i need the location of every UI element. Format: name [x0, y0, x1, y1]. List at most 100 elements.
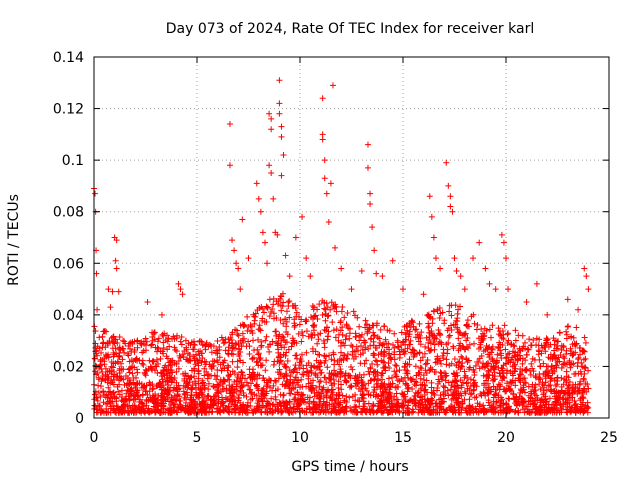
data-point-baseline [99, 368, 106, 375]
data-point [470, 255, 477, 262]
data-point-baseline [108, 335, 115, 342]
data-point-baseline [395, 400, 402, 407]
data-point-baseline [558, 383, 565, 390]
data-point-baseline [555, 389, 562, 396]
data-point-baseline [434, 402, 441, 409]
data-point-baseline [293, 352, 300, 359]
data-point-baseline [264, 409, 271, 416]
data-point-baseline [174, 403, 181, 410]
data-point-baseline [578, 401, 585, 408]
data-point-baseline [490, 358, 497, 365]
data-point-baseline [293, 340, 300, 347]
data-point-baseline [256, 326, 263, 333]
data-point-baseline [508, 356, 515, 363]
data-point-baseline [466, 323, 473, 330]
data-point-baseline [346, 335, 353, 342]
data-point-baseline [491, 409, 498, 416]
data-point [364, 164, 371, 171]
data-point-baseline [450, 370, 457, 377]
data-point-baseline [549, 355, 556, 362]
data-point-baseline [298, 338, 305, 345]
data-point-baseline [451, 384, 458, 391]
data-point-baseline [371, 368, 378, 375]
data-point [229, 237, 236, 244]
data-point-baseline [218, 388, 225, 395]
data-point-baseline [469, 403, 476, 410]
data-point-baseline [243, 343, 250, 350]
x-tick-label: 20 [497, 430, 515, 446]
data-point-baseline [421, 350, 428, 357]
x-tick-label: 10 [291, 430, 309, 446]
data-point-baseline [344, 351, 351, 358]
data-point-baseline [313, 357, 320, 364]
data-point-baseline [277, 403, 284, 410]
data-point-baseline [517, 372, 524, 379]
data-point-baseline [565, 390, 572, 397]
data-point-baseline [122, 397, 129, 404]
data-point-baseline [419, 409, 426, 416]
data-point-baseline [184, 392, 191, 399]
data-point-baseline [514, 356, 521, 363]
data-point [505, 286, 512, 293]
data-point-baseline [437, 369, 444, 376]
data-point-baseline [545, 401, 552, 408]
data-point-baseline [471, 394, 478, 401]
data-point-baseline [245, 382, 252, 389]
data-point-baseline [569, 381, 576, 388]
data-point-baseline [456, 358, 463, 365]
data-point-baseline [497, 347, 504, 354]
data-point-baseline [201, 405, 208, 412]
data-point-baseline [285, 409, 292, 416]
data-point-baseline [263, 333, 270, 340]
data-points [91, 77, 592, 416]
data-point-baseline [569, 352, 576, 359]
data-point-baseline [335, 337, 342, 344]
data-point-baseline [292, 384, 299, 391]
data-point-baseline [363, 387, 370, 394]
data-point-baseline [378, 370, 385, 377]
data-point-baseline [246, 366, 253, 373]
data-point-baseline [502, 346, 509, 353]
data-point-baseline [124, 386, 131, 393]
data-point-baseline [525, 346, 532, 353]
data-point-baseline [330, 403, 337, 410]
data-point-baseline [391, 368, 398, 375]
data-point-baseline [173, 348, 180, 355]
data-point-baseline [350, 308, 357, 315]
data-point [323, 190, 330, 197]
data-point-baseline [375, 351, 382, 358]
y-axis-label: ROTI / TECUs [6, 194, 22, 286]
data-point [338, 265, 345, 272]
data-point-baseline [312, 372, 319, 379]
data-point-baseline [267, 384, 274, 391]
data-point-baseline [308, 364, 315, 371]
data-point-baseline [543, 363, 550, 370]
data-point-baseline [228, 393, 235, 400]
data-point-baseline [566, 384, 573, 391]
data-point-baseline [244, 409, 251, 416]
data-point-baseline [480, 348, 487, 355]
data-point [564, 296, 571, 303]
data-point-baseline [506, 350, 513, 357]
data-point [264, 260, 271, 267]
data-point-baseline [186, 352, 193, 359]
data-point-baseline [220, 385, 227, 392]
data-point-baseline [297, 361, 304, 368]
data-point-baseline [220, 340, 227, 347]
data-point-baseline [445, 333, 452, 340]
data-point [486, 280, 493, 287]
data-point-baseline [173, 379, 180, 386]
data-point-baseline [186, 375, 193, 382]
data-point-baseline [499, 373, 506, 380]
data-point-baseline [548, 388, 555, 395]
data-point-baseline [398, 403, 405, 410]
data-point-baseline [359, 331, 366, 338]
data-point-baseline [299, 351, 306, 358]
data-point [280, 151, 287, 158]
data-point-baseline [361, 360, 368, 367]
data-point-baseline [296, 365, 303, 372]
data-point-baseline [504, 351, 511, 358]
data-point-baseline [551, 347, 558, 354]
data-point [292, 234, 299, 241]
data-point-baseline [129, 407, 136, 414]
